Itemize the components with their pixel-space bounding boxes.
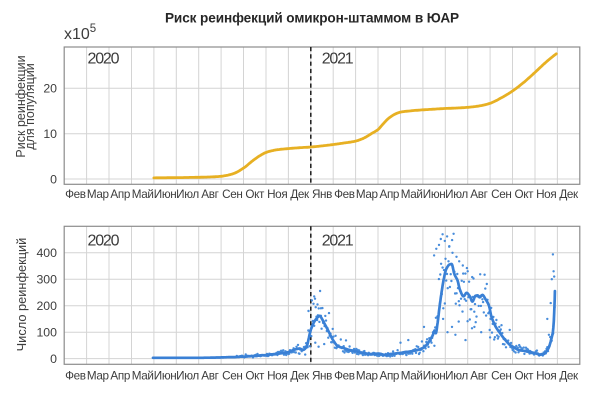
svg-text:2021: 2021 xyxy=(322,232,354,249)
svg-text:Дек: Дек xyxy=(559,369,579,382)
svg-text:Июл: Июл xyxy=(176,188,199,201)
svg-text:Мар: Мар xyxy=(87,369,110,382)
svg-text:Апр: Апр xyxy=(110,369,130,382)
svg-text:Окт: Окт xyxy=(514,188,534,201)
svg-text:Июл: Июл xyxy=(445,188,468,201)
svg-text:Сен: Сен xyxy=(491,369,511,382)
svg-text:Сен: Сен xyxy=(491,188,511,201)
svg-text:200: 200 xyxy=(36,299,57,313)
svg-text:0: 0 xyxy=(50,352,57,366)
svg-text:Число реинфекций: Число реинфекций xyxy=(14,238,29,352)
svg-text:Июн: Июн xyxy=(423,369,446,382)
svg-text:Июл: Июл xyxy=(176,369,199,382)
svg-text:20: 20 xyxy=(43,82,57,96)
svg-text:Апр: Апр xyxy=(380,188,400,201)
svg-text:2020: 2020 xyxy=(88,51,120,68)
svg-text:Фев: Фев xyxy=(65,369,86,382)
svg-text:10: 10 xyxy=(43,127,57,141)
svg-text:Авг: Авг xyxy=(201,188,218,201)
svg-text:Май: Май xyxy=(401,369,423,382)
svg-text:Июл: Июл xyxy=(445,369,468,382)
svg-text:Июн: Июн xyxy=(423,188,446,201)
svg-text:Окт: Окт xyxy=(245,188,265,201)
svg-text:Дек: Дек xyxy=(559,188,579,201)
svg-text:300: 300 xyxy=(36,273,57,287)
svg-text:Ноя: Ноя xyxy=(267,188,287,201)
svg-text:Авг: Авг xyxy=(470,369,487,382)
svg-text:Май: Май xyxy=(132,369,154,382)
svg-text:Июн: Июн xyxy=(154,369,177,382)
svg-text:Ноя: Ноя xyxy=(536,369,556,382)
svg-text:x105: x105 xyxy=(64,23,96,43)
svg-text:Фев: Фев xyxy=(65,188,86,201)
svg-text:Май: Май xyxy=(132,188,154,201)
svg-text:Ноя: Ноя xyxy=(267,369,287,382)
svg-text:Янв: Янв xyxy=(312,369,332,382)
svg-text:Риск реинфекции: Риск реинфекции xyxy=(14,55,28,157)
svg-text:Сен: Сен xyxy=(222,188,242,201)
svg-text:Риск реинфекций омикрон-штаммо: Риск реинфекций омикрон-штаммом в ЮАР xyxy=(165,11,459,26)
svg-text:Авг: Авг xyxy=(201,369,218,382)
svg-text:100: 100 xyxy=(36,326,57,340)
svg-text:0: 0 xyxy=(50,172,57,186)
svg-text:Авг: Авг xyxy=(470,188,487,201)
svg-text:Дек: Дек xyxy=(290,188,310,201)
svg-text:Фев: Фев xyxy=(334,369,355,382)
svg-text:Мар: Мар xyxy=(356,188,379,201)
svg-text:400: 400 xyxy=(36,246,57,260)
svg-text:Окт: Окт xyxy=(245,369,265,382)
svg-text:Апр: Апр xyxy=(110,188,130,201)
svg-text:Мар: Мар xyxy=(356,369,379,382)
svg-text:Окт: Окт xyxy=(514,369,534,382)
svg-text:Июн: Июн xyxy=(154,188,177,201)
svg-text:Дек: Дек xyxy=(290,369,310,382)
svg-text:Сен: Сен xyxy=(222,369,242,382)
svg-text:Фев: Фев xyxy=(334,188,355,201)
svg-text:Апр: Апр xyxy=(380,369,400,382)
svg-text:Янв: Янв xyxy=(312,188,332,201)
svg-text:2020: 2020 xyxy=(88,232,120,249)
svg-text:для популяции: для популяции xyxy=(23,63,37,149)
svg-text:2021: 2021 xyxy=(322,51,354,68)
svg-text:Май: Май xyxy=(401,188,423,201)
svg-text:Ноя: Ноя xyxy=(536,188,556,201)
svg-text:Мар: Мар xyxy=(87,188,110,201)
